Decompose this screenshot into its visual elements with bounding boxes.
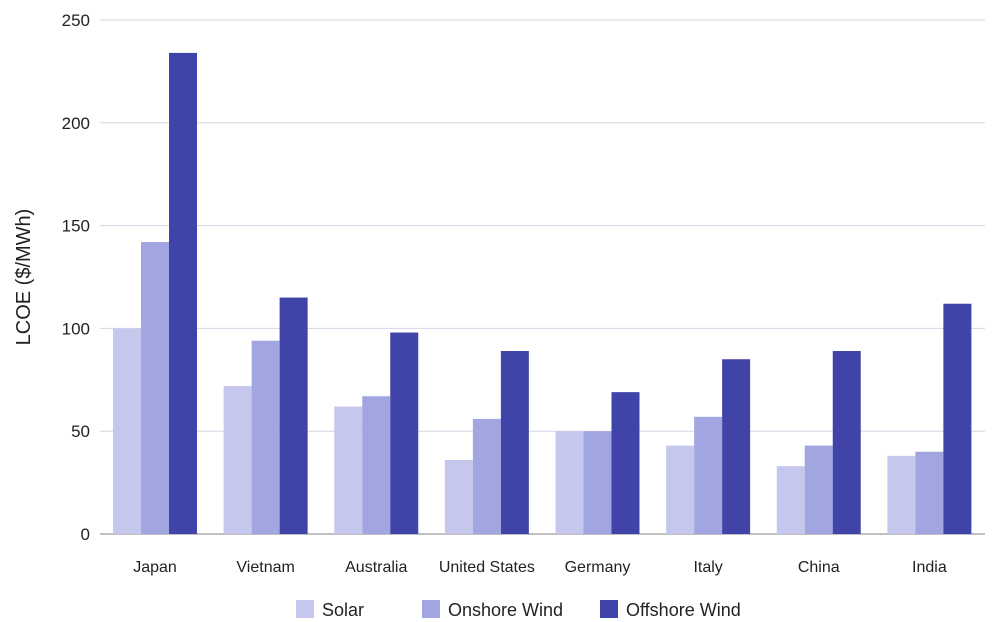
bar-offshore-wind-japan	[169, 52, 197, 535]
y-tick-label: 200	[62, 114, 90, 133]
x-category-label: Germany	[565, 559, 631, 576]
bar-offshore-wind-india	[943, 303, 972, 534]
y-tick-label: 100	[62, 319, 90, 338]
bar-offshore-wind-australia	[390, 332, 419, 534]
legend-swatch-offshore-wind	[600, 600, 618, 618]
x-category-label: Japan	[133, 559, 177, 576]
bar-onshore-wind-italy	[694, 416, 723, 534]
bar-offshore-wind-vietnam	[279, 297, 308, 534]
bar-solar-germany	[555, 431, 584, 534]
y-axis-title: LCOE ($/MWh)	[13, 209, 35, 346]
legend-label-offshore-wind: Offshore Wind	[626, 600, 741, 620]
x-category-label: Australia	[345, 559, 407, 576]
y-tick-label: 150	[62, 217, 90, 236]
x-category-label: China	[798, 559, 840, 576]
bar-onshore-wind-australia	[362, 396, 391, 534]
bar-onshore-wind-germany	[583, 431, 612, 534]
legend-label-solar: Solar	[322, 600, 364, 620]
legend-swatch-onshore-wind	[422, 600, 440, 618]
legend-label-onshore-wind: Onshore Wind	[448, 600, 563, 620]
bar-solar-vietnam	[223, 385, 252, 534]
bar-onshore-wind-japan	[141, 242, 169, 534]
x-axis-categories: Japan Vietnam Australia United States German…	[133, 559, 947, 576]
bar-solar-india	[887, 455, 916, 534]
bar-offshore-wind-united-states	[500, 351, 529, 534]
y-tick-label: 0	[81, 525, 90, 544]
y-tick-label: 50	[71, 422, 90, 441]
legend: Solar Onshore Wind Offshore Wind	[296, 600, 741, 620]
bar-onshore-wind-india	[915, 451, 944, 534]
x-category-label: Italy	[693, 559, 722, 576]
x-category-label: United States	[439, 559, 535, 576]
bar-solar-china	[776, 466, 805, 534]
legend-swatch-solar	[296, 600, 314, 618]
bar-offshore-wind-germany	[611, 392, 640, 534]
bar-onshore-wind-china	[804, 445, 833, 534]
bar-solar-united-states	[444, 459, 473, 534]
bar-offshore-wind-china	[832, 351, 861, 534]
bar-onshore-wind-vietnam	[251, 340, 280, 534]
x-category-label: Vietnam	[236, 559, 294, 576]
bars	[113, 52, 972, 535]
bar-offshore-wind-italy	[722, 359, 751, 534]
bar-solar-italy	[666, 445, 695, 534]
bar-solar-japan	[113, 328, 141, 534]
y-tick-label: 250	[62, 11, 90, 30]
x-category-label: India	[912, 559, 947, 576]
bar-onshore-wind-united-states	[472, 418, 501, 534]
bar-solar-australia	[334, 406, 363, 534]
y-axis-ticks: 0 50 100 150 200 250	[62, 11, 90, 544]
